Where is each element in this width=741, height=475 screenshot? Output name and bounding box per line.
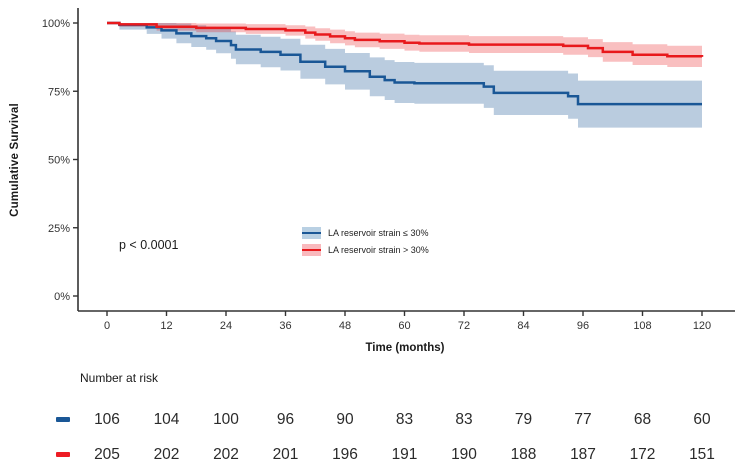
x-tick-label: 108 xyxy=(633,320,651,332)
risk-count: 79 xyxy=(514,411,533,428)
risk-count: 83 xyxy=(455,411,473,428)
risk-count: 100 xyxy=(213,411,239,428)
y-tick-label: 75% xyxy=(48,86,70,98)
x-axis-title: Time (months) xyxy=(365,342,445,354)
risk-table-title: Number at risk xyxy=(80,371,159,385)
risk-row-key-blue-icon xyxy=(56,417,70,422)
risk-count: 83 xyxy=(395,411,414,428)
x-tick-label: 24 xyxy=(220,320,232,332)
legend-key-line-icon xyxy=(302,248,321,252)
y-tick-label: 0% xyxy=(54,291,70,303)
legend: LA reservoir strain ≤ 30% LA reservoir s… xyxy=(302,227,429,256)
y-tick-label: 100% xyxy=(42,18,70,30)
risk-row-high-strain: 205 202 202 201 196 191 190 188 187 172 151 xyxy=(0,446,741,466)
risk-count: 190 xyxy=(451,446,477,463)
legend-key-line-icon xyxy=(302,231,321,235)
risk-count: 106 xyxy=(94,411,120,428)
risk-count: 202 xyxy=(213,446,239,463)
risk-count: 96 xyxy=(276,411,295,428)
risk-count: 205 xyxy=(94,446,120,463)
km-plot-area: 0% 25% 50% 75% 100% 0 12 24 36 48 60 72 84 96 108 120 xyxy=(42,8,735,332)
survival-curve-0 xyxy=(107,21,702,106)
legend-item-low-strain: LA reservoir strain ≤ 30% xyxy=(302,227,429,239)
x-tick-label: 84 xyxy=(517,320,529,332)
y-axis-title: Cumulative Survival xyxy=(9,103,21,217)
survival-curve-1 xyxy=(107,21,704,58)
risk-count: 188 xyxy=(510,446,537,463)
x-tick-label: 96 xyxy=(577,320,589,332)
x-tick-label: 12 xyxy=(160,320,172,332)
legend-label: LA reservoir strain > 30% xyxy=(328,245,429,255)
risk-count: 202 xyxy=(153,446,180,463)
risk-row-key-red-icon xyxy=(56,452,70,457)
risk-count: 196 xyxy=(332,446,358,463)
legend-label: LA reservoir strain ≤ 30% xyxy=(328,228,429,238)
x-tick-label: 120 xyxy=(693,320,711,332)
legend-swatch-blue xyxy=(302,227,321,239)
risk-count: 201 xyxy=(272,446,299,463)
risk-count: 104 xyxy=(153,411,180,428)
x-tick-label: 60 xyxy=(398,320,410,332)
risk-count: 172 xyxy=(629,446,656,463)
risk-count: 77 xyxy=(574,411,592,428)
risk-row-low-strain: 106 104 100 96 90 83 83 79 77 68 60 xyxy=(0,411,741,431)
x-tick-label: 0 xyxy=(104,320,110,332)
p-value-annotation: p < 0.0001 xyxy=(119,238,179,252)
risk-count: 90 xyxy=(336,411,354,428)
legend-swatch-red xyxy=(302,244,321,256)
risk-count: 151 xyxy=(689,446,715,463)
legend-item-high-strain: LA reservoir strain > 30% xyxy=(302,244,429,256)
y-tick-label: 50% xyxy=(48,155,70,167)
x-tick-label: 72 xyxy=(458,320,470,332)
risk-count: 187 xyxy=(570,446,596,463)
x-tick-label: 36 xyxy=(279,320,291,332)
risk-count: 60 xyxy=(693,411,711,428)
y-tick-label: 25% xyxy=(48,223,70,235)
ci-band-1 xyxy=(107,23,702,68)
risk-count: 191 xyxy=(391,446,418,463)
x-tick-label: 48 xyxy=(339,320,351,332)
risk-count: 68 xyxy=(633,411,652,428)
